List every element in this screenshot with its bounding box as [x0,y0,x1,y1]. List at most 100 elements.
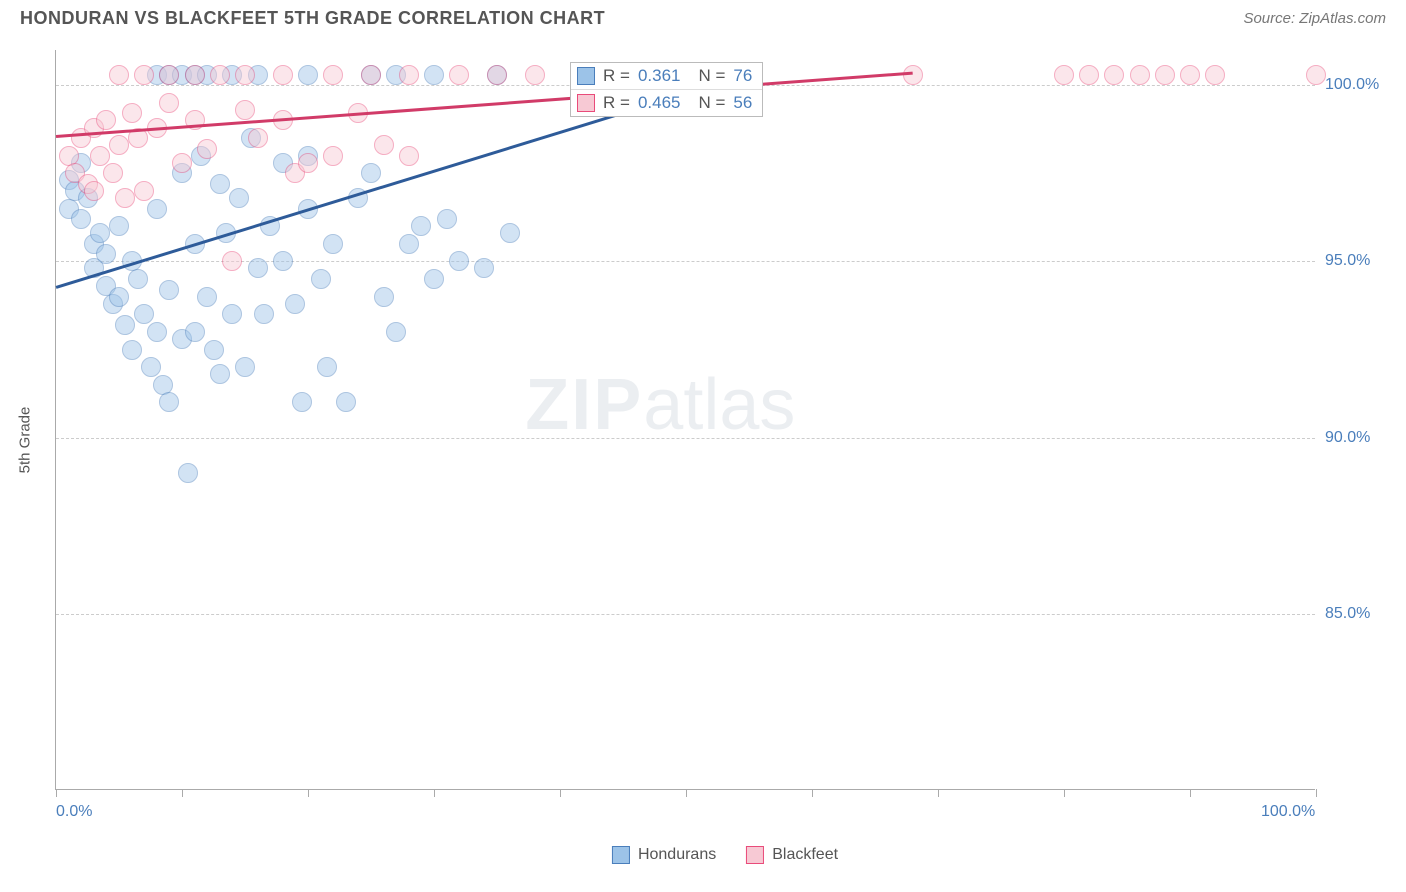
x-tick-mark [308,789,309,797]
scatter-point [172,153,192,173]
legend-swatch [612,846,630,864]
scatter-point [109,135,129,155]
x-tick-label: 0.0% [56,803,92,821]
scatter-point [361,163,381,183]
scatter-point [147,322,167,342]
scatter-point [222,251,242,271]
r-label: R = [603,66,630,86]
series-swatch [577,67,595,85]
legend-label: Hondurans [638,846,716,864]
y-axis-title: 5th Grade [17,407,34,474]
scatter-point [500,223,520,243]
scatter-point [1180,65,1200,85]
chart-header: HONDURAN VS BLACKFEET 5TH GRADE CORRELAT… [0,0,1406,41]
scatter-point [374,287,394,307]
scatter-point [298,65,318,85]
scatter-point [323,146,343,166]
r-label: R = [603,93,630,113]
scatter-point [1079,65,1099,85]
scatter-point [317,357,337,377]
scatter-point [449,251,469,271]
scatter-point [178,463,198,483]
scatter-point [204,340,224,360]
r-value: 0.361 [638,66,681,86]
scatter-point [185,322,205,342]
r-value: 0.465 [638,93,681,113]
gridline [56,614,1315,615]
scatter-point [273,65,293,85]
x-tick-mark [560,789,561,797]
scatter-point [115,188,135,208]
scatter-point [254,304,274,324]
scatter-point [197,287,217,307]
watermark-atlas: atlas [643,365,795,445]
legend-label: Blackfeet [772,846,838,864]
scatter-point [474,258,494,278]
y-tick-label: 95.0% [1325,252,1370,270]
scatter-point [487,65,507,85]
scatter-point [115,315,135,335]
chart-legend: Hondurans Blackfeet [612,846,838,864]
y-tick-label: 85.0% [1325,605,1370,623]
gridline [56,438,1315,439]
watermark-zip: ZIP [525,365,643,445]
scatter-point [109,65,129,85]
x-tick-mark [686,789,687,797]
scatter-point [84,181,104,201]
scatter-point [903,65,923,85]
scatter-point [90,146,110,166]
legend-item: Hondurans [612,846,716,864]
scatter-point [159,65,179,85]
stats-row: R =0.465N =56 [571,90,762,116]
scatter-point [210,65,230,85]
scatter-point [96,244,116,264]
x-tick-mark [434,789,435,797]
watermark: ZIPatlas [525,364,795,446]
scatter-point [424,65,444,85]
x-tick-mark [938,789,939,797]
scatter-point [159,392,179,412]
scatter-point [361,65,381,85]
scatter-point [399,234,419,254]
chart-title: HONDURAN VS BLACKFEET 5TH GRADE CORRELAT… [20,8,605,29]
x-tick-mark [1316,789,1317,797]
scatter-point [399,146,419,166]
correlation-stats-box: R =0.361N =76R =0.465N =56 [570,62,763,117]
scatter-point [109,216,129,236]
x-tick-mark [182,789,183,797]
scatter-point [90,223,110,243]
scatter-point [71,209,91,229]
scatter-point [273,251,293,271]
scatter-point [1155,65,1175,85]
scatter-point [197,139,217,159]
scatter-point [336,392,356,412]
scatter-point [292,392,312,412]
x-tick-label: 100.0% [1261,803,1315,821]
scatter-point [134,181,154,201]
scatter-point [1306,65,1326,85]
scatter-point [122,103,142,123]
scatter-point [437,209,457,229]
plot-area: ZIPatlas 0.0%100.0% [55,50,1315,790]
scatter-point [386,322,406,342]
scatter-point [248,258,268,278]
series-swatch [577,94,595,112]
scatter-point [96,110,116,130]
scatter-point [1054,65,1074,85]
scatter-point [122,340,142,360]
scatter-point [1104,65,1124,85]
scatter-point [449,65,469,85]
scatter-point [134,65,154,85]
scatter-point [235,100,255,120]
n-label: N = [698,66,725,86]
chart-source: Source: ZipAtlas.com [1243,10,1386,27]
n-value: 76 [733,66,752,86]
scatter-point [222,304,242,324]
stats-row: R = 0.361 N = 76 [571,63,762,90]
scatter-point [210,174,230,194]
scatter-point [311,269,331,289]
scatter-point [159,93,179,113]
scatter-point [298,153,318,173]
x-tick-mark [1190,789,1191,797]
legend-swatch [746,846,764,864]
